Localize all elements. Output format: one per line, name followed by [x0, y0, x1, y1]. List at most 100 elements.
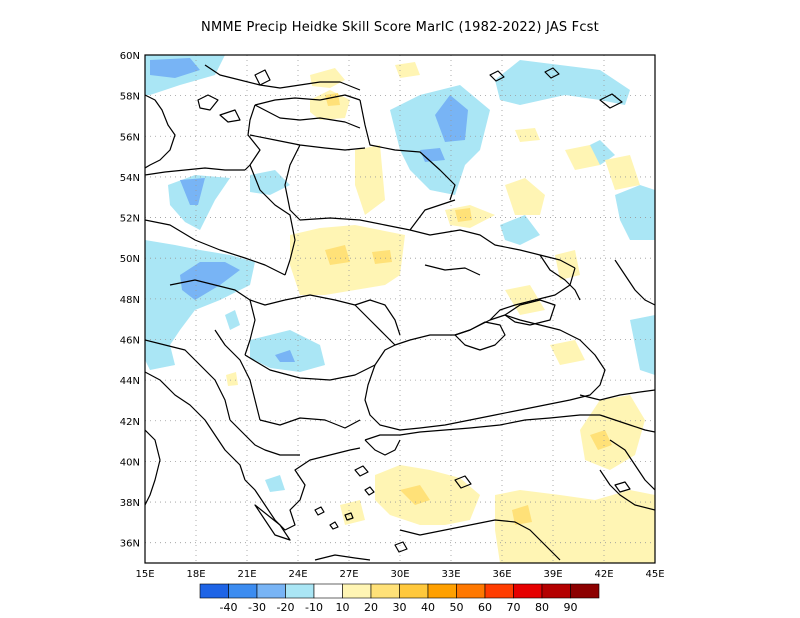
- deep-yellow-region-turkey-east: [512, 505, 532, 525]
- x-tick-label: 42E: [594, 569, 613, 580]
- island-cyclades-1: [314, 506, 325, 516]
- colorbar-swatch: [541, 583, 571, 599]
- colorbar-swatch: [313, 583, 343, 599]
- blue-region-north-east: [495, 60, 630, 105]
- border-belarus: [284, 144, 456, 231]
- coast-poland: [145, 167, 245, 176]
- coast-estonia: [254, 94, 361, 106]
- island-gotland: [197, 94, 219, 111]
- reservoir-ukraine: [424, 264, 481, 276]
- island-saaremaa: [219, 109, 241, 123]
- x-tick-label: 15E: [135, 569, 154, 580]
- x-tick-label: 18E: [186, 569, 205, 580]
- border-russia-baltic: [359, 99, 456, 201]
- colorbar-label: 50: [450, 601, 464, 614]
- border-croatia-bosnia: [145, 339, 231, 421]
- x-tick-label: 27E: [339, 569, 358, 580]
- coast-black-sea: [364, 314, 606, 431]
- coast-greece: [244, 447, 361, 531]
- colorbar-swatch: [513, 583, 543, 599]
- mid-blue-region-slovakia: [180, 262, 240, 300]
- yellow-region-kazakh: [605, 155, 640, 190]
- y-tick-label: 46N: [120, 335, 140, 346]
- yellow-region-russia-east: [505, 178, 545, 215]
- x-tick-label: 33E: [441, 569, 460, 580]
- colorbar: -40 -30 -20 -10 10 20 30 40 50 60 70 80 90: [199, 583, 600, 614]
- border-estonia-latvia: [254, 104, 361, 129]
- coast-peloponnese: [254, 504, 291, 541]
- x-tick-label: 21E: [237, 569, 256, 580]
- yellow-region-turkey-west: [375, 465, 480, 525]
- mid-blue-region-poland: [180, 178, 205, 205]
- mid-blue-region-belarus: [420, 148, 445, 162]
- border-caucasus-north: [579, 389, 655, 401]
- lake-north-2: [544, 67, 560, 79]
- coast-turkey-south: [399, 519, 561, 561]
- yellow-region-volga-south: [505, 285, 545, 315]
- y-tick-label: 52N: [120, 214, 140, 225]
- border-albania-greece: [229, 419, 300, 456]
- coast-crimea: [454, 321, 506, 351]
- mid-blue-region-balkan: [275, 350, 295, 362]
- colorbar-swatch: [456, 583, 486, 599]
- y-axis-ticks: 36N 38N 40N 42N 44N 46N 48N 50N 52N 54N 56N 58N 60N: [120, 51, 140, 550]
- colorbar-label: 90: [564, 601, 578, 614]
- y-tick-label: 36N: [120, 539, 140, 550]
- blue-region-aegean-small: [265, 475, 285, 492]
- coast-turkey-north: [364, 414, 600, 441]
- colorbar-label: 30: [393, 601, 407, 614]
- shaded-anomalies: [145, 55, 655, 563]
- colorbar-swatch: [256, 583, 286, 599]
- yellow-region-greece: [340, 500, 365, 525]
- colorbar-swatch: [484, 583, 514, 599]
- lake-tuz: [454, 475, 472, 489]
- coast-sea-of-marmara: [364, 439, 401, 456]
- border-serbia: [214, 329, 261, 421]
- island-rhodes: [394, 541, 408, 553]
- y-tick-label: 40N: [120, 457, 140, 468]
- coast-sweden: [145, 94, 176, 169]
- colorbar-label: 60: [478, 601, 492, 614]
- border-poland-south: [145, 219, 286, 276]
- chart-title: NMME Precip Heidke Skill Score MarIC (19…: [201, 20, 599, 35]
- mid-blue-region-russia: [435, 95, 468, 142]
- border-poland-east: [249, 164, 296, 276]
- yellow-region-finland: [310, 68, 345, 88]
- yellow-region-caucasus: [550, 340, 585, 365]
- coast-sea-of-azov: [504, 299, 556, 326]
- coast-latvia-lithuania: [244, 104, 261, 171]
- blue-region-russia-mid: [250, 170, 290, 195]
- x-tick-label: 24E: [288, 569, 307, 580]
- colorbar-swatch: [399, 583, 429, 599]
- coast-italy: [145, 429, 161, 506]
- colorbar-label: -20: [277, 601, 295, 614]
- deep-yellow-region-turkey: [400, 485, 430, 505]
- colorbar-swatch: [228, 583, 258, 599]
- y-tick-label: 54N: [120, 173, 140, 184]
- blue-region-russia-west: [390, 85, 490, 195]
- colorbar-label: -30: [248, 601, 266, 614]
- yellow-region-kuybyshev: [565, 145, 600, 170]
- y-tick-label: 44N: [120, 376, 140, 387]
- y-tick-label: 60N: [120, 51, 140, 62]
- island-cyclades-3: [344, 512, 354, 521]
- border-slovakia-hungary: [169, 279, 286, 306]
- colorbar-label: 80: [535, 601, 549, 614]
- blue-region-east-edge: [615, 185, 655, 240]
- x-tick-label: 30E: [390, 569, 409, 580]
- border-bulgaria-south: [259, 417, 361, 429]
- river-don: [539, 254, 581, 301]
- colorbar-swatch: [427, 583, 457, 599]
- colorbar-swatch: [199, 583, 229, 599]
- colorbar-label: 70: [507, 601, 521, 614]
- yellow-region-georgia: [580, 395, 645, 470]
- border-latvia-lithuania: [249, 134, 366, 151]
- y-tick-label: 38N: [120, 498, 140, 509]
- y-tick-label: 56N: [120, 132, 140, 143]
- coast-finland-gulf: [204, 64, 361, 91]
- coastlines-and-borders: [145, 64, 655, 561]
- x-tick-label: 36E: [492, 569, 511, 580]
- lake-van: [614, 481, 631, 493]
- blue-region-central-europe: [145, 240, 255, 370]
